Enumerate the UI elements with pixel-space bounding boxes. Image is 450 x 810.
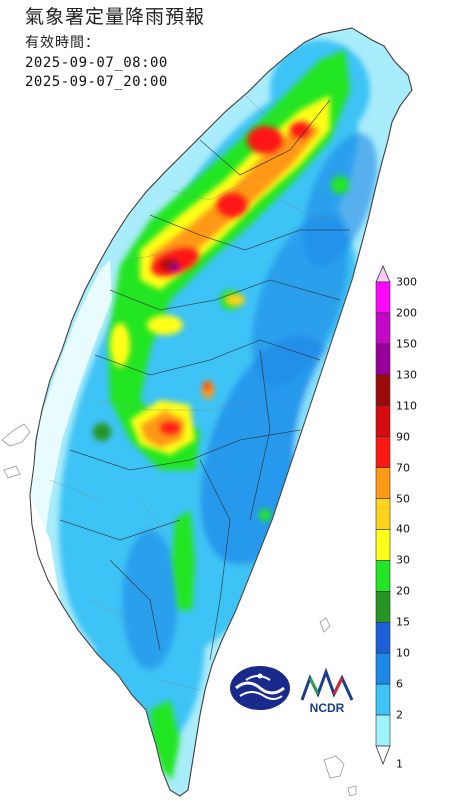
legend-swatch-top [375,265,391,283]
legend-swatch-bottom [375,745,391,766]
legend-swatch [375,467,391,499]
legend-label: 6 [396,677,403,691]
legend-label: 50 [396,492,410,506]
legend-label: 300 [396,275,417,289]
valid-time-label: 有效時間： [25,35,100,51]
legend-label: 1 [396,757,403,771]
legend-label: 130 [396,368,417,382]
legend-swatch [375,683,391,716]
legend-swatch [375,591,391,623]
legend-label: 90 [396,430,410,444]
legend-swatch [375,498,391,530]
legend-swatch [375,652,391,685]
cwa-logo [230,666,290,710]
legend-label: 15 [396,615,410,629]
cwa-logo-icon [230,666,290,710]
legend-swatch [375,281,391,314]
legend-label: 30 [396,553,410,567]
legend-swatch [375,621,391,654]
legend-swatch [375,529,391,561]
legend-label: 40 [396,522,410,536]
legend-swatch [375,405,391,437]
outer-coast [1,423,357,797]
legend-swatch [375,312,391,345]
legend-label: 2 [396,708,403,722]
start-time: 2025-09-07_08:00 [25,55,168,71]
legend-swatch [375,714,391,747]
ncdr-logo: NCDR [300,667,354,715]
rainfall-legend [375,265,391,766]
legend-swatch [375,436,391,468]
page-title: 氣象署定量降雨預報 [25,6,206,28]
legend-swatch [375,374,391,407]
legend-label: 200 [396,306,417,320]
ncdr-logo-icon [300,667,354,701]
ncdr-logo-text: NCDR [310,701,345,715]
legend-label: 150 [396,337,417,351]
legend-label: 20 [396,584,410,598]
legend-swatch [375,560,391,592]
legend-label: 10 [396,646,410,660]
legend-label: 110 [396,399,417,413]
end-time: 2025-09-07_20:00 [25,74,168,90]
legend-label: 70 [396,461,410,475]
legend-swatch [375,343,391,376]
